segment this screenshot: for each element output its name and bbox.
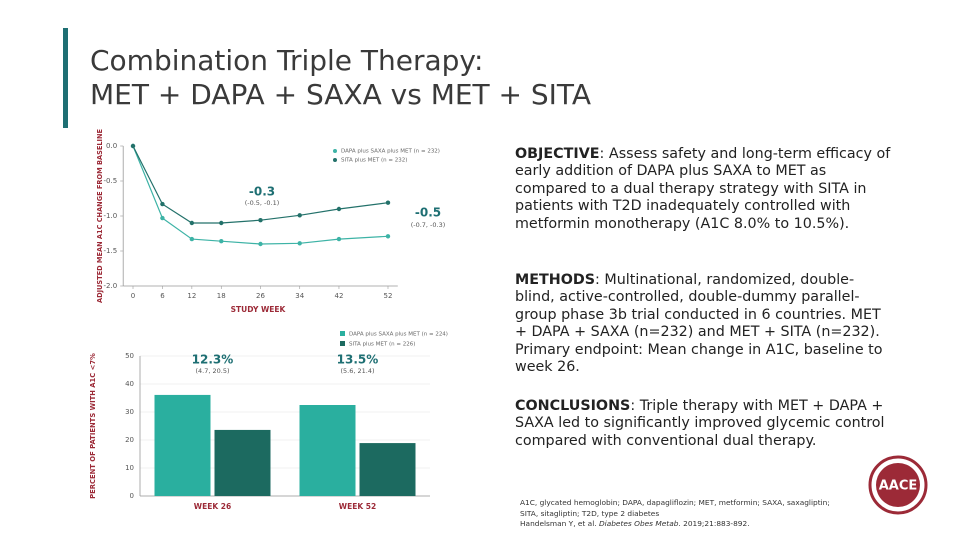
point — [130, 143, 136, 149]
annotation-ci: (-0.7, -0.3) — [411, 221, 446, 229]
point — [258, 218, 263, 223]
reference: Handelsman Y, et al. Diabetes Obes Metab… — [520, 519, 840, 530]
point — [336, 236, 342, 242]
y-axis-title: PERCENT OF PATIENTS WITH A1C <7% — [89, 353, 97, 499]
section-text: : Triple therapy with MET + DAPA + SAXA … — [515, 398, 885, 449]
accent-bar — [63, 28, 68, 128]
point — [336, 206, 342, 212]
point — [160, 201, 165, 207]
title-line: MET + DAPA + SAXA vs MET + SITA — [90, 78, 592, 111]
point — [160, 215, 165, 221]
y-tick-label: 0 — [130, 492, 134, 500]
y-tick-label: 10 — [125, 464, 134, 472]
annotation: 12.3% — [192, 353, 234, 367]
y-tick-label: -0.5 — [104, 177, 118, 185]
section-text: : Assess safety and long-term efficacy o… — [515, 146, 891, 232]
point — [189, 236, 195, 242]
legend-swatch — [340, 331, 345, 336]
legend-label: SITA plus MET (n = 226) — [349, 342, 415, 348]
logo-text: AACE — [879, 479, 918, 494]
point — [385, 200, 391, 205]
point — [219, 220, 224, 226]
y-tick-label: -1.0 — [104, 212, 118, 220]
x-tick-label: 18 — [217, 292, 226, 300]
annotation-ci: (-0.5, -0.1) — [245, 199, 280, 207]
legend-label: DAPA plus SAXA plus MET (n = 224) — [349, 332, 448, 338]
objective: OBJECTIVE: Assess safety and long-term e… — [515, 146, 893, 233]
x-tick-label: 34 — [295, 292, 304, 300]
y-tick-label: -1.5 — [104, 247, 118, 255]
x-tick-label: 52 — [384, 292, 393, 300]
point — [258, 241, 263, 247]
point — [385, 234, 391, 239]
y-tick-label: 40 — [125, 380, 134, 388]
point — [297, 213, 302, 218]
methods: METHODS: Multinational, randomized, doub… — [515, 272, 893, 376]
annotation-ci: (4.7, 20.5) — [195, 367, 229, 375]
bar — [359, 443, 416, 496]
legend-swatch — [333, 158, 337, 162]
title-line: Combination Triple Therapy: — [90, 44, 484, 77]
legend-swatch — [333, 149, 337, 153]
x-tick-label: 12 — [187, 292, 196, 300]
section-label: CONCLUSIONS — [515, 398, 631, 414]
section-label: METHODS — [515, 272, 596, 288]
x-tick-label: 42 — [334, 292, 343, 300]
point — [219, 239, 224, 244]
ref-rest: . 2019;21:883-892. — [678, 519, 750, 529]
annotation: -0.5 — [415, 206, 441, 220]
y-tick-label: 30 — [125, 408, 134, 416]
point — [189, 220, 195, 226]
y-tick-label: 50 — [125, 352, 134, 360]
annotation: 13.5% — [337, 353, 379, 367]
series-line — [132, 145, 389, 245]
x-tick-label: 26 — [256, 292, 265, 300]
legend-label: SITA plus MET (n = 232) — [341, 158, 407, 164]
x-axis-title: STUDY WEEK — [231, 305, 287, 314]
y-tick-label: 20 — [125, 436, 134, 444]
abbreviations: A1C, glycated hemoglobin; DAPA, dapaglif… — [520, 498, 830, 518]
point — [297, 241, 302, 246]
y-axis-title: ADJUSTED MEAN A1C CHANGE FROM BASELINE — [96, 129, 104, 304]
section-text: : Multinational, randomized, double-blin… — [515, 272, 883, 376]
ref-journal: Diabetes Obes Metab — [598, 519, 679, 529]
footnote: A1C, glycated hemoglobin; DAPA, dapaglif… — [520, 498, 840, 530]
logo-disc — [876, 463, 920, 507]
x-tick-label: 6 — [160, 292, 165, 300]
ref-authors: Handelsman Y, et al. — [520, 519, 599, 529]
section-label: OBJECTIVE — [515, 146, 600, 162]
annotation-ci: (5.6, 21.4) — [340, 367, 374, 375]
bar — [154, 394, 211, 496]
conclusions: CONCLUSIONS: Triple therapy with MET + D… — [515, 398, 893, 450]
bar — [299, 405, 356, 496]
x-tick-label: 0 — [131, 292, 135, 300]
x-tick-label: WEEK 26 — [194, 502, 231, 511]
bar — [214, 429, 271, 496]
annotation: -0.3 — [249, 185, 275, 199]
y-tick-label: 0.0 — [106, 142, 117, 150]
legend-label: DAPA plus SAXA plus MET (n = 232) — [341, 149, 440, 155]
legend-swatch — [340, 341, 345, 346]
series-line — [132, 145, 389, 224]
y-tick-label: -2.0 — [104, 282, 118, 290]
slide-title: Combination Triple Therapy: MET + DAPA +… — [90, 44, 591, 112]
x-tick-label: WEEK 52 — [339, 502, 376, 511]
